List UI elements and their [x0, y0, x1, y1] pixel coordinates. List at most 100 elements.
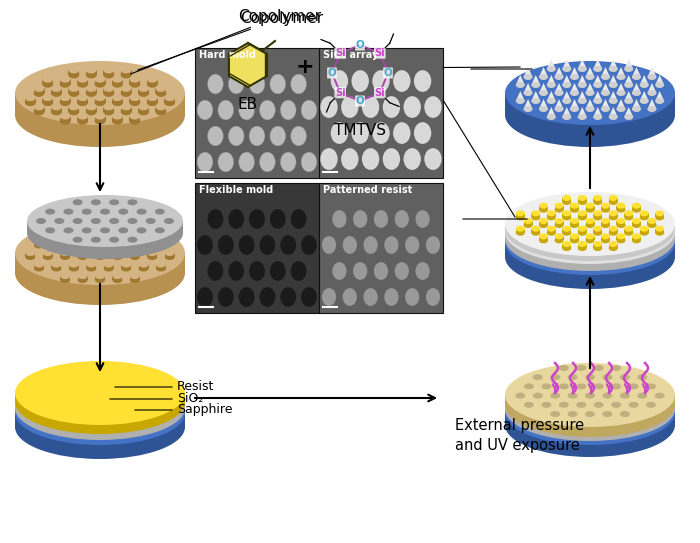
Ellipse shape: [51, 85, 62, 92]
Ellipse shape: [103, 103, 114, 110]
Ellipse shape: [395, 262, 409, 280]
Polygon shape: [15, 413, 185, 427]
Ellipse shape: [290, 209, 307, 229]
Text: TMTVS: TMTVS: [334, 123, 386, 138]
Polygon shape: [593, 213, 602, 217]
Ellipse shape: [164, 99, 175, 106]
Text: Copolymer: Copolymer: [138, 10, 323, 70]
Polygon shape: [69, 107, 79, 112]
Ellipse shape: [34, 266, 44, 272]
FancyBboxPatch shape: [195, 183, 319, 313]
Ellipse shape: [531, 210, 540, 216]
Ellipse shape: [78, 277, 88, 283]
Ellipse shape: [91, 218, 101, 224]
Ellipse shape: [100, 228, 110, 233]
Ellipse shape: [43, 250, 52, 256]
Ellipse shape: [611, 383, 621, 389]
Ellipse shape: [155, 108, 167, 115]
Polygon shape: [593, 59, 602, 69]
Polygon shape: [524, 221, 533, 225]
Ellipse shape: [95, 227, 105, 233]
Polygon shape: [624, 107, 634, 117]
Ellipse shape: [505, 363, 675, 427]
Polygon shape: [601, 206, 610, 210]
Ellipse shape: [207, 209, 223, 229]
Polygon shape: [609, 213, 617, 217]
Polygon shape: [51, 264, 62, 269]
Polygon shape: [547, 213, 556, 217]
Ellipse shape: [86, 90, 97, 97]
Polygon shape: [617, 99, 626, 109]
Ellipse shape: [372, 122, 390, 144]
Ellipse shape: [640, 82, 649, 88]
Polygon shape: [524, 67, 533, 77]
Ellipse shape: [611, 402, 621, 408]
Ellipse shape: [550, 374, 560, 380]
Ellipse shape: [239, 287, 255, 307]
Ellipse shape: [578, 245, 587, 251]
Ellipse shape: [34, 85, 45, 92]
Ellipse shape: [547, 226, 556, 232]
Polygon shape: [86, 89, 97, 93]
Polygon shape: [609, 59, 617, 69]
Ellipse shape: [120, 66, 132, 73]
Ellipse shape: [562, 241, 571, 247]
Ellipse shape: [60, 75, 71, 83]
Ellipse shape: [60, 277, 70, 283]
Ellipse shape: [73, 237, 83, 243]
Ellipse shape: [78, 254, 88, 260]
Ellipse shape: [341, 148, 358, 170]
Ellipse shape: [593, 114, 602, 120]
Polygon shape: [554, 67, 564, 77]
Ellipse shape: [103, 108, 114, 115]
Ellipse shape: [601, 222, 610, 228]
Ellipse shape: [539, 233, 548, 239]
Polygon shape: [632, 221, 641, 225]
Polygon shape: [539, 236, 548, 241]
Ellipse shape: [593, 195, 602, 201]
Ellipse shape: [353, 210, 368, 228]
Polygon shape: [601, 99, 610, 109]
Polygon shape: [130, 98, 141, 103]
Ellipse shape: [25, 254, 35, 260]
Ellipse shape: [82, 228, 92, 233]
Ellipse shape: [136, 228, 146, 233]
Ellipse shape: [562, 214, 571, 220]
Ellipse shape: [60, 250, 70, 256]
Polygon shape: [655, 229, 664, 233]
Polygon shape: [585, 221, 594, 225]
Ellipse shape: [100, 209, 110, 214]
Ellipse shape: [147, 81, 158, 87]
Ellipse shape: [539, 237, 548, 243]
Ellipse shape: [603, 374, 612, 380]
Polygon shape: [113, 276, 122, 280]
Ellipse shape: [617, 218, 626, 224]
Ellipse shape: [78, 227, 88, 233]
Text: O: O: [356, 40, 365, 50]
Ellipse shape: [505, 61, 675, 125]
Ellipse shape: [578, 98, 587, 104]
Polygon shape: [585, 67, 594, 77]
Ellipse shape: [218, 152, 234, 172]
Polygon shape: [130, 276, 140, 280]
Ellipse shape: [260, 287, 275, 307]
Polygon shape: [640, 213, 649, 217]
Ellipse shape: [86, 72, 97, 78]
Ellipse shape: [77, 112, 88, 119]
Ellipse shape: [301, 287, 317, 307]
Polygon shape: [640, 91, 649, 101]
Ellipse shape: [139, 238, 148, 244]
Polygon shape: [60, 116, 71, 121]
Polygon shape: [51, 89, 62, 93]
Polygon shape: [609, 244, 617, 248]
Polygon shape: [86, 70, 97, 75]
Ellipse shape: [617, 90, 626, 96]
Ellipse shape: [113, 254, 122, 260]
Ellipse shape: [362, 96, 379, 118]
Ellipse shape: [593, 241, 602, 247]
Polygon shape: [138, 107, 149, 112]
Polygon shape: [516, 229, 525, 233]
Polygon shape: [25, 98, 36, 103]
Ellipse shape: [60, 117, 71, 124]
Ellipse shape: [637, 393, 648, 399]
